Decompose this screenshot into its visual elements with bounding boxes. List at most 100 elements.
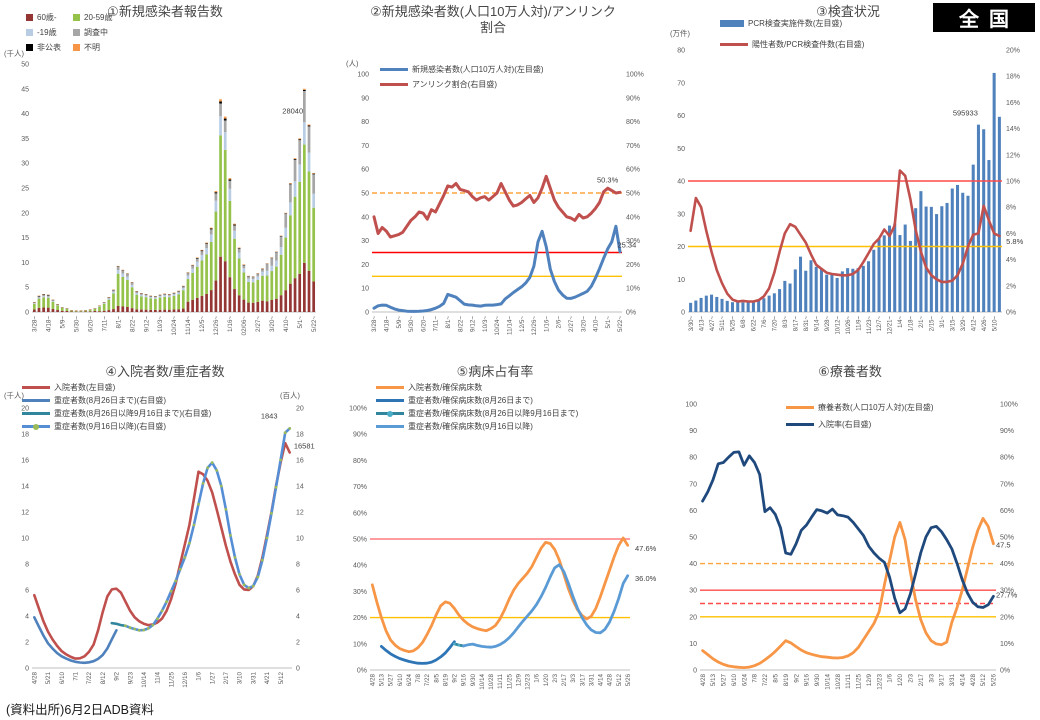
axis-tick-label: 0 [693, 668, 697, 675]
bar-segment [154, 298, 157, 310]
bar-segment [140, 309, 143, 312]
axis-tick-label: 20 [677, 244, 685, 251]
bar-segment [303, 89, 306, 92]
marker [128, 626, 132, 630]
bar-segment [270, 271, 274, 300]
bar-segment [191, 299, 194, 312]
line-series [380, 640, 456, 665]
annotation: 27.7% [996, 591, 1018, 600]
x-axis-label: 02/06~ [241, 316, 248, 336]
legend-item: 入院率(右目盛) [786, 419, 934, 430]
axis-tick-label: 80 [677, 48, 685, 55]
axis-tick-label: 40 [689, 561, 697, 568]
legend-label: 重症者数(8月26日以降9月16日まで)(右目盛) [54, 409, 212, 418]
x-axis-label: 5/30~ [73, 316, 80, 332]
bar-segment [228, 180, 232, 189]
annotation: 36.0% [635, 574, 657, 583]
bar-segment [102, 303, 106, 311]
bar-segment [130, 308, 134, 312]
bar-segment [289, 183, 292, 184]
x-axis-label: 4/28 [607, 674, 614, 687]
bar-segment [223, 132, 227, 150]
bar-segment [214, 193, 218, 201]
marker [288, 427, 292, 430]
bar-segment [144, 297, 148, 310]
x-axis-label: 9/28~ [825, 316, 831, 332]
x-axis-label: 11/11 [497, 674, 504, 689]
bar-segment [195, 258, 199, 262]
legend-label: 非公表 [37, 43, 61, 52]
bar-segment [293, 159, 297, 182]
legend-item: 重症者数/確保病床数(8月26日まで) [376, 395, 578, 406]
bar-segment [200, 260, 204, 296]
x-axis-label: 10/24~ [494, 316, 501, 336]
x-axis-label: 11/9~ [856, 316, 862, 331]
bar-segment [997, 116, 1001, 312]
bar-segment [177, 294, 181, 310]
legend-label: 重症者数(8月26日まで)(右目盛) [54, 396, 167, 405]
marker [151, 623, 155, 627]
bar-segment [307, 270, 311, 312]
legend-label: 陽性者数/PCR検査件数(右目盛) [752, 40, 865, 49]
line-series [462, 563, 630, 649]
x-axis-label: 2/15~ [930, 316, 936, 332]
bar-segment [746, 301, 750, 312]
bar-segment [872, 249, 876, 312]
bar-segment [233, 223, 236, 225]
bar-segment [42, 296, 45, 298]
axis-tick-label: 0% [1000, 668, 1010, 675]
bar-segment [167, 309, 171, 312]
axis-tick-label: 10 [689, 641, 697, 648]
axis-tick-label: 70% [1000, 481, 1014, 488]
bar-segment [298, 139, 302, 141]
x-axis-label: 9/2 [793, 674, 800, 683]
x-axis-label: 1/16~ [543, 316, 550, 332]
axis-tick-label: 60 [689, 508, 697, 515]
axis-tick-label: 50 [361, 191, 369, 198]
bar-segment [46, 295, 50, 297]
x-axis-label: 11/14~ [185, 316, 192, 335]
chart-title: ③検査状況 [816, 4, 880, 19]
bar-segment [307, 152, 311, 172]
x-axis-label: 3/10 [237, 672, 244, 685]
axis-tick-label: 18 [296, 432, 304, 439]
bar-segment [181, 286, 185, 289]
chart2-legend: 新規感染者数(人口10万人対)(左目盛) アンリンク割合(右目盛) [380, 64, 544, 94]
x-axis-label: 11/25 [506, 674, 513, 690]
bar-segment [987, 160, 991, 312]
legend-label: 療養者数(人口10万人対)(左目盛) [818, 403, 934, 412]
x-axis-label: 7/6~ [762, 316, 768, 328]
legend-line-swatch [22, 399, 50, 402]
x-axis-label: 6/24 [741, 674, 748, 687]
bar-segment [205, 248, 208, 255]
bar-segment [298, 138, 302, 140]
axis-tick-label: 30 [689, 588, 697, 595]
bar-segment [289, 183, 292, 185]
line-series [701, 450, 995, 615]
bar-segment [809, 260, 813, 312]
bar-segment [720, 298, 724, 312]
x-axis-label: 7/1 [73, 672, 80, 681]
x-axis-label: 11/11 [845, 674, 852, 689]
bar-segment [121, 276, 125, 307]
axis-tick-label: 10 [677, 277, 685, 284]
bar-segment [856, 268, 860, 312]
axis-tick-label: 50 [677, 146, 685, 153]
marker [146, 626, 150, 630]
x-axis-label: 4/14 [598, 674, 605, 687]
marker [224, 508, 228, 511]
bar-segment [251, 277, 255, 280]
bar-segment [135, 293, 139, 295]
axis-tick-label: 20% [626, 262, 640, 269]
bar-segment [163, 309, 167, 312]
axis-tick-label: 90% [626, 95, 640, 102]
legend-label: 重症者数(9月16日以降)(右目盛) [54, 422, 167, 431]
axis-tick-label: 0% [357, 668, 367, 675]
bar-segment [56, 304, 59, 306]
bar-segment [32, 302, 36, 304]
axis-tick-label: 2% [1006, 283, 1016, 290]
bar-segment [200, 251, 204, 255]
bar-segment [191, 265, 194, 269]
marker [206, 466, 210, 470]
x-axis-label: 12/9 [866, 674, 873, 687]
